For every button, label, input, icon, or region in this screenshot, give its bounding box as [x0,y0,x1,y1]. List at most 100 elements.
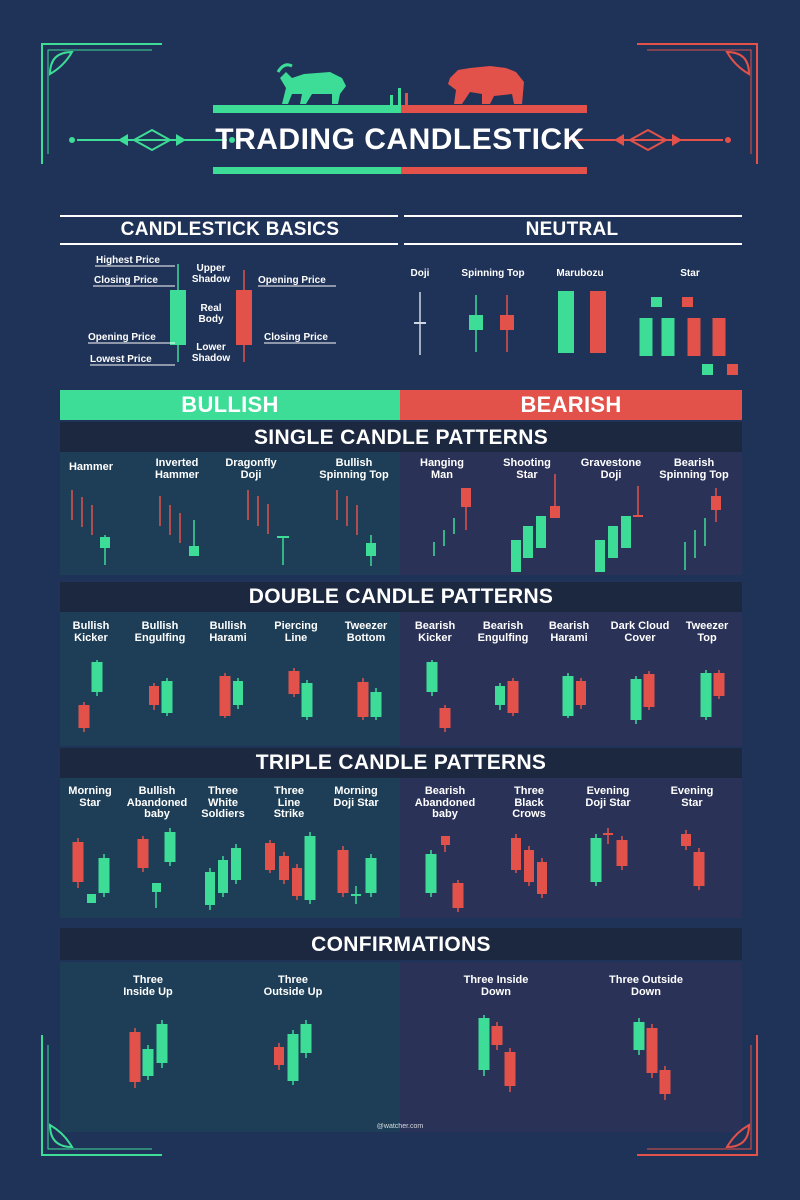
title-mini-candle [390,95,393,105]
bull-candle [630,679,642,720]
confirm-band [60,928,742,960]
bull-candle [661,318,675,356]
pattern-bearish-abandoned-baby: Bearish Abandoned baby [414,785,476,821]
ornament-icon [614,134,624,146]
star-small [702,364,713,375]
bull-candle [608,526,618,558]
ornament-dot [229,137,235,143]
bull-candle [590,838,602,882]
single-band [60,422,742,452]
corner-frame-icon [48,1123,74,1149]
pattern-dark-cloud-cover: Dark Cloud Cover [610,620,670,644]
pattern-tweezer-bottom: Tweezer Bottom [344,620,388,644]
neutral-marubozu-label: Marubozu [556,268,604,279]
bull-candle [170,290,186,345]
pattern-gravestone-doji: Gravestone Doji [580,457,642,481]
bull-candle [366,543,376,556]
bull-horn [276,63,293,73]
bear-candle [357,682,369,717]
bear-candle [236,290,252,345]
bear-candle [646,1028,658,1073]
ornament-icon [131,128,173,152]
corner-frame-icon [47,1045,152,1150]
triple-title: TRIPLE CANDLE PATTERNS [255,751,547,774]
pattern-bearish-harami: Bearish Harami [548,620,590,644]
star-small [651,297,662,307]
corner-frame-icon [725,1123,751,1149]
corner-frame-icon [647,1045,752,1150]
bull-candle [287,1034,299,1081]
bull-candle [100,537,110,548]
poster-title: TRADING CANDLESTICK [215,123,585,156]
bear-candle [711,496,721,510]
ornament-icon [176,134,186,146]
bull-candle [91,662,103,692]
corner-frame-icon [47,49,152,154]
bear-candle [78,705,90,728]
single-bull-panel [60,451,400,575]
ornament-icon [627,128,669,152]
ornament-dot [69,137,75,143]
bear-candle [550,506,560,518]
ornament-icon [118,134,128,146]
neutral-title: NEUTRAL [525,219,619,240]
bearish-title: BEARISH [520,392,622,417]
pattern-evening-star: Evening Star [670,785,714,809]
ornament-icon [672,134,682,146]
bull-candle [478,1018,490,1070]
label-opening-price-right: Opening Price [258,275,326,286]
label-upper-shadow: Upper Shadow [191,263,231,285]
bear-candle [461,488,471,507]
label-lowest-price: Lowest Price [90,354,152,365]
pattern-hanging-man: Hanging Man [420,457,464,481]
bear-candle [693,852,705,886]
confirm-title: CONFIRMATIONS [311,933,491,956]
bull-candle [218,860,228,893]
bear-candle [292,868,302,896]
bull-candle [164,832,176,862]
pattern-morning-doji-star: Morning Doji Star [333,785,379,809]
pattern-bullish-spinning-top: Bullish Spinning Top [319,457,389,481]
confirm-bear-panel [400,962,742,1132]
pattern-bearish-spinning-top: Bearish Spinning Top [659,457,729,481]
watermark: @watcher.com [376,1123,424,1130]
small-candle [152,883,161,892]
title-bar-top-bull [213,105,401,113]
bear-candle [274,1047,284,1065]
label-closing-price-left: Closing Price [94,275,158,286]
bull-candle [639,318,653,356]
bull-candle [426,662,438,692]
bull-candle [633,1022,645,1050]
bull-candle [233,681,243,705]
pattern-bearish-kicker: Bearish Kicker [414,620,456,644]
bear-icon [448,66,524,104]
pattern-three-line-strike: Three Line Strike [273,785,305,821]
bull-candle [562,676,574,716]
pattern-morning-star: Morning Star [68,785,112,809]
bull-candle [142,1049,154,1076]
bear-candle [491,1026,503,1045]
bear-candle [616,840,628,866]
small-candle [441,836,450,845]
marubozu-bull [558,291,574,353]
corner-frame-icon [725,50,751,76]
bear-candle [452,883,464,908]
bull-candle [161,681,173,713]
bear-candle [149,686,159,705]
pattern-three-inside-down: Three Inside Down [463,974,529,998]
star-small [727,364,738,375]
bear-candle [265,843,275,870]
bear-candle [129,1032,141,1082]
bull-candle [304,836,316,900]
ornament-dot [725,137,731,143]
bear-candle [643,674,655,707]
bull-candle [156,1024,168,1063]
single-title: SINGLE CANDLE PATTERNS [254,426,548,449]
corner-frame-icon [637,1035,758,1156]
corner-frame-icon [647,49,752,154]
bull-candle [300,1024,312,1053]
bear-candle [511,838,521,870]
corner-frame-icon [48,50,74,76]
bear-candle [500,315,514,330]
